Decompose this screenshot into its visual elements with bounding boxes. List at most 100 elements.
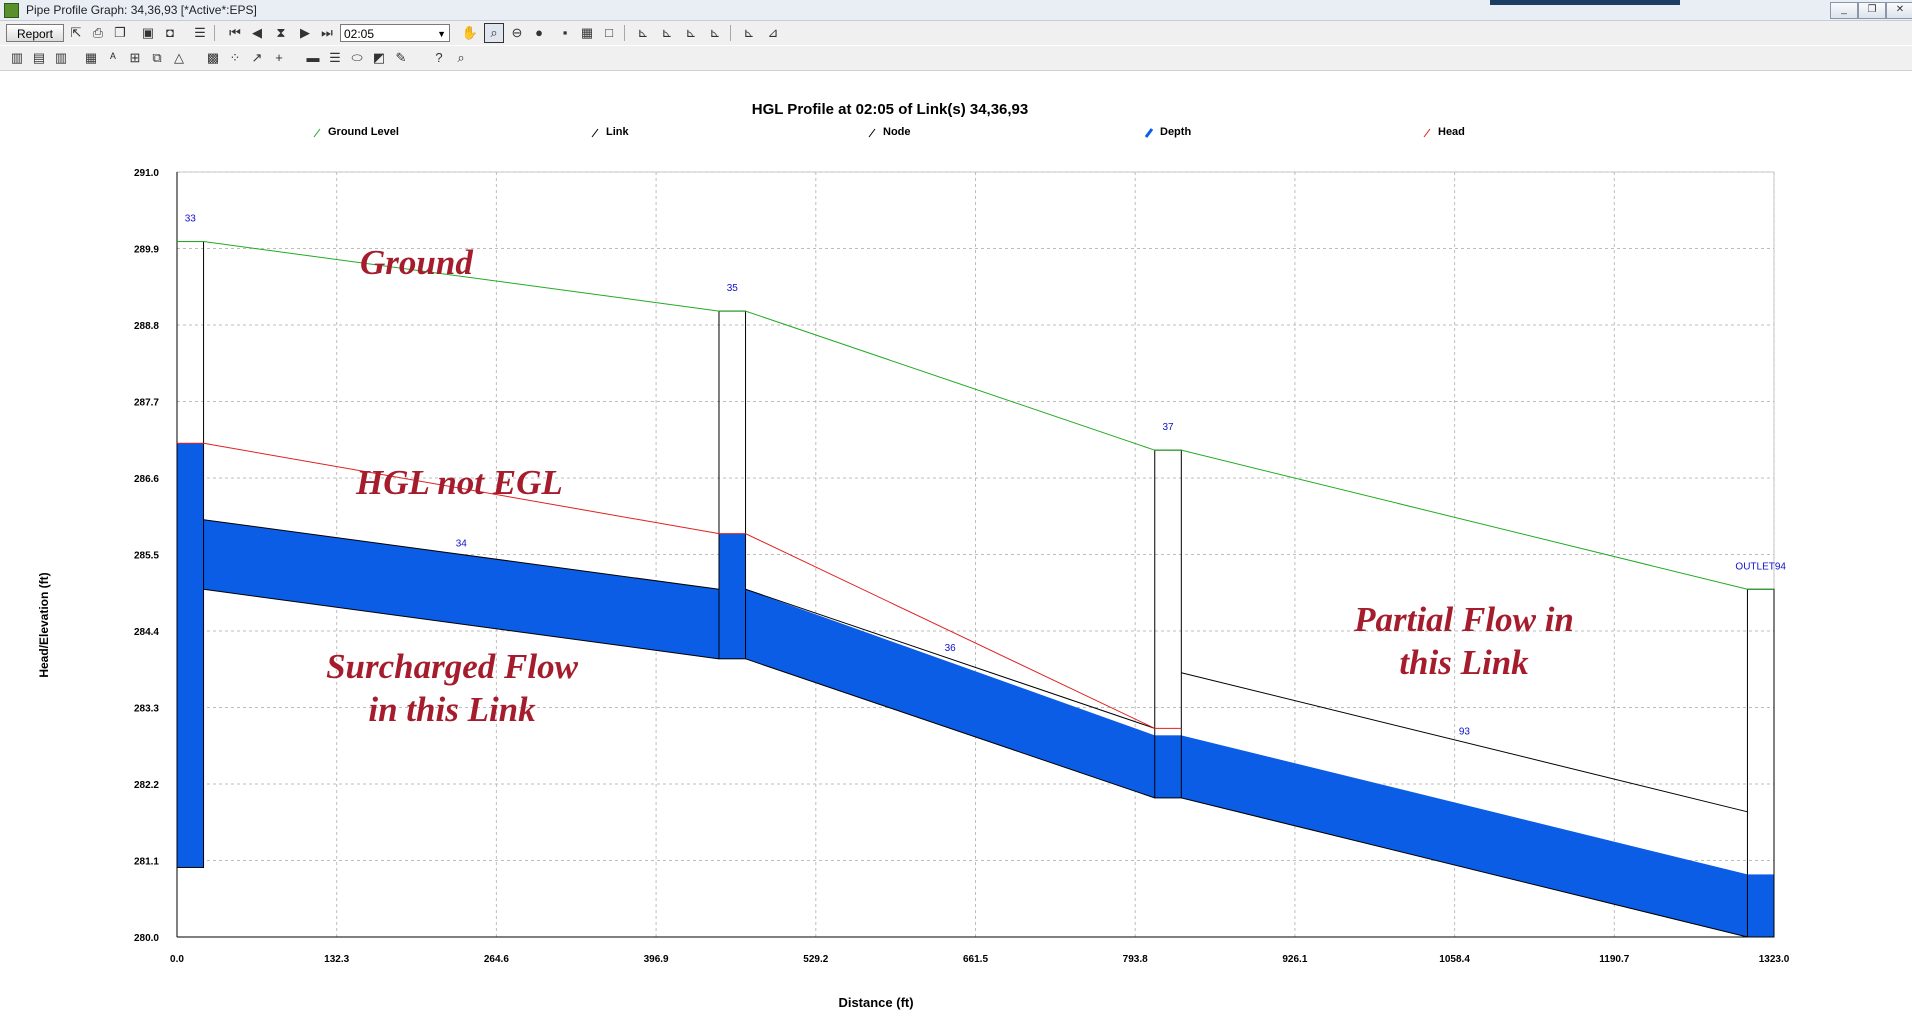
hatch-icon[interactable]: ▩ — [206, 50, 220, 65]
print-icon[interactable]: ⎙ — [92, 25, 104, 40]
oval-icon[interactable]: ⬭ — [351, 50, 363, 65]
x-axis-label: Distance (ft) — [838, 995, 914, 1010]
restore-button[interactable]: ❐ — [1858, 2, 1886, 19]
step-back-icon[interactable]: ◀ — [252, 25, 262, 40]
ground-level-line — [177, 241, 1774, 590]
y-tick-label: 282.2 — [134, 780, 159, 791]
3d-icon[interactable]: ⧉ — [152, 50, 162, 65]
legend-swatch — [1423, 128, 1431, 138]
link-invert-line — [745, 658, 1155, 799]
x-tick-label: 1058.4 — [1439, 954, 1470, 965]
axis-add-icon[interactable]: ⊾ — [685, 25, 697, 40]
step-forward-icon[interactable]: ▶ — [300, 25, 310, 40]
toolbar-main: Report ⇱ ⎙ ❐ ▣ ◘ ☰ ⏮ ◀ ⧗ ▶ ⏭ 02:05 ▼ ✋ ⌕… — [0, 21, 1912, 45]
close-button[interactable]: ✕ — [1886, 2, 1912, 19]
link-label: 34 — [456, 539, 468, 550]
link-depth-fill — [1181, 735, 1748, 937]
axis-left-icon[interactable]: ⊾ — [743, 25, 755, 40]
head-line — [177, 442, 1182, 729]
chart-title: HGL Profile at 02:05 of Link(s) 34,36,93 — [751, 101, 1029, 118]
legend-label: Link — [606, 126, 629, 138]
zoom-out-icon[interactable]: ⊖ — [511, 25, 523, 40]
abc-labels-icon[interactable]: ᴬ — [110, 50, 116, 65]
annotation-partial-line1: Partial Flow in — [1354, 600, 1574, 639]
annotation-surcharged: Surcharged Flow in this Link — [318, 645, 586, 731]
annotation-surcharged-line2: in this Link — [368, 690, 536, 729]
y-tick-label: 280.0 — [134, 933, 159, 944]
go-first-icon[interactable]: ⏮ — [229, 25, 241, 40]
minimize-button[interactable]: _ — [1830, 2, 1858, 19]
link-crown-line — [203, 519, 720, 590]
save-animation-icon[interactable]: ▣ — [141, 25, 155, 40]
legend-swatch — [591, 128, 599, 138]
x-tick-label: 396.9 — [644, 954, 669, 965]
annotation-hgl: HGL not EGL — [356, 463, 563, 502]
annotation-ground: Ground — [360, 243, 473, 282]
x-tick-label: 661.5 — [963, 954, 988, 965]
node-depth-fill — [1747, 874, 1774, 937]
grouped-graph-icon[interactable]: ▥ — [54, 50, 68, 65]
x-tick-label: 0.0 — [170, 954, 184, 965]
node-depth-fill — [718, 533, 746, 659]
annotation-partial: Partial Flow in this Link — [1348, 598, 1580, 684]
select-links-icon[interactable]: ☰ — [194, 25, 206, 40]
toolbar-separator — [624, 25, 625, 41]
copy-icon[interactable]: ❐ — [114, 25, 126, 40]
save-icon[interactable]: ▪ — [562, 25, 568, 40]
axis-right-icon[interactable]: ⊿ — [767, 25, 779, 40]
node-depth-fill — [177, 443, 204, 868]
link-crown-line — [1181, 672, 1748, 813]
list-icon[interactable]: ☰ — [329, 50, 341, 65]
window-title: Pipe Profile Graph: 34,36,93 [*Active*:E… — [26, 3, 257, 17]
legend-label: Head — [1438, 126, 1465, 138]
report-button[interactable]: Report — [6, 24, 64, 42]
record-animation-icon[interactable]: ◘ — [166, 25, 174, 40]
y-tick-label: 281.1 — [134, 857, 159, 868]
save-all-icon[interactable]: ▦ — [580, 25, 594, 40]
export-icon[interactable]: ⇱ — [70, 25, 82, 40]
toolbar-graph: ▥ ▤ ▥ ▦ ᴬ ⊞ ⧉ △ ▩ ⁘ ↗ + ▬ ☰ ⬭ ◩ ✎ ? ⌕ — [0, 46, 1912, 71]
legend-label: Node — [883, 126, 911, 138]
x-tick-label: 1190.7 — [1599, 954, 1629, 965]
y-tick-label: 285.5 — [134, 551, 159, 562]
trend-icon[interactable]: ↗ — [251, 50, 263, 65]
link-invert-line — [1181, 797, 1748, 938]
node-depth-fill — [1154, 735, 1182, 798]
table-icon[interactable]: ▦ — [84, 50, 98, 65]
pan-hand-icon[interactable]: ✋ — [461, 25, 479, 40]
stacked-graph-icon[interactable]: ▤ — [32, 50, 46, 65]
link-invert-line — [203, 588, 720, 660]
legend-icon[interactable]: ▬ — [306, 50, 320, 65]
axis-remove-icon[interactable]: ⊾ — [709, 25, 721, 40]
time-select[interactable]: 02:05 ▼ — [340, 24, 450, 42]
bar-graph-icon[interactable]: ▥ — [10, 50, 24, 65]
hourglass-icon[interactable]: ⧗ — [276, 25, 286, 40]
node-label: 37 — [1162, 422, 1174, 433]
link-label: 93 — [1459, 726, 1471, 737]
x-tick-label: 264.6 — [484, 954, 509, 965]
x-tick-label: 793.8 — [1123, 954, 1148, 965]
marker-icon[interactable]: ◩ — [372, 50, 386, 65]
zoom-window-icon[interactable]: ⌕ — [484, 23, 504, 43]
node-label: OUTLET94 — [1735, 561, 1786, 572]
y-tick-label: 288.8 — [134, 321, 159, 332]
link-depth-fill — [745, 589, 1155, 798]
axis-minus-icon[interactable]: ⊾ — [661, 25, 673, 40]
go-last-icon[interactable]: ⏭ — [321, 25, 333, 40]
symbols-icon[interactable]: △ — [174, 50, 184, 65]
scatter-icon[interactable]: ⁘ — [229, 50, 241, 65]
legend-swatch — [1144, 128, 1154, 138]
globe-icon[interactable]: ● — [535, 25, 543, 40]
note-icon[interactable]: □ — [605, 25, 613, 40]
legend-swatch — [868, 128, 876, 138]
grid-icon[interactable]: ⊞ — [129, 50, 141, 65]
pencil-icon[interactable]: ✎ — [395, 50, 407, 65]
link-crown-line — [745, 588, 1155, 729]
legend-label: Ground Level — [328, 126, 399, 138]
annotation-surcharged-line1: Surcharged Flow — [326, 647, 578, 686]
help-icon[interactable]: ? — [435, 50, 443, 65]
crosshair-icon[interactable]: + — [275, 50, 283, 65]
axis-plus-icon[interactable]: ⊾ — [637, 25, 649, 40]
link-depth-fill — [203, 519, 719, 659]
magnifier-icon[interactable]: ⌕ — [457, 50, 465, 65]
